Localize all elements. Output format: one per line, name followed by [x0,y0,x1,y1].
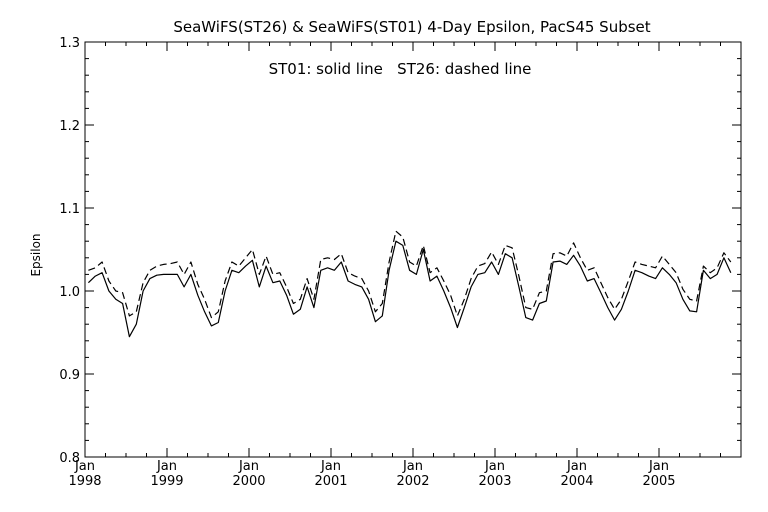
x-tick-month-label: Jan [484,459,505,474]
y-tick-label: 0.9 [59,368,80,383]
y-tick-label: 1.1 [59,202,80,217]
x-tick-year-label: 2003 [478,474,511,489]
x-axis: Jan1998Jan1999Jan2000Jan2001Jan2002Jan20… [68,42,721,489]
x-tick-year-label: 1998 [68,474,101,489]
x-tick-year-label: 2001 [314,474,347,489]
y-tick-label: 0.8 [59,451,80,466]
series-legend-annotation: ST01: solid line ST26: dashed line [269,60,532,78]
x-tick-month-label: Jan [156,459,177,474]
plot-frame [84,41,742,458]
x-tick-year-label: 1999 [150,474,183,489]
y-axis-label: Epsilon [29,233,43,276]
x-tick-year-label: 2004 [560,474,593,489]
chart-title: SeaWiFS(ST26) & SeaWiFS(ST01) 4-Day Epsi… [173,18,650,36]
x-tick-month-label: Jan [648,459,669,474]
x-tick-month-label: Jan [238,459,259,474]
series-layer [87,230,732,338]
x-tick-month-label: Jan [566,459,587,474]
x-tick-year-label: 2002 [396,474,429,489]
x-tick-month-label: Jan [402,459,423,474]
series-line-st01 [87,240,732,338]
x-tick-month-label: Jan [74,459,95,474]
y-tick-label: 1.2 [59,119,80,134]
y-tick-label: 1.0 [59,285,80,300]
x-tick-month-label: Jan [320,459,341,474]
x-tick-year-label: 2005 [642,474,675,489]
y-axis: 0.8 0.9 1.0 1.1 1.2 1.3 [59,36,741,466]
y-tick-label: 1.3 [59,36,80,51]
series-line-st26 [88,230,732,319]
x-tick-year-label: 2000 [232,474,265,489]
